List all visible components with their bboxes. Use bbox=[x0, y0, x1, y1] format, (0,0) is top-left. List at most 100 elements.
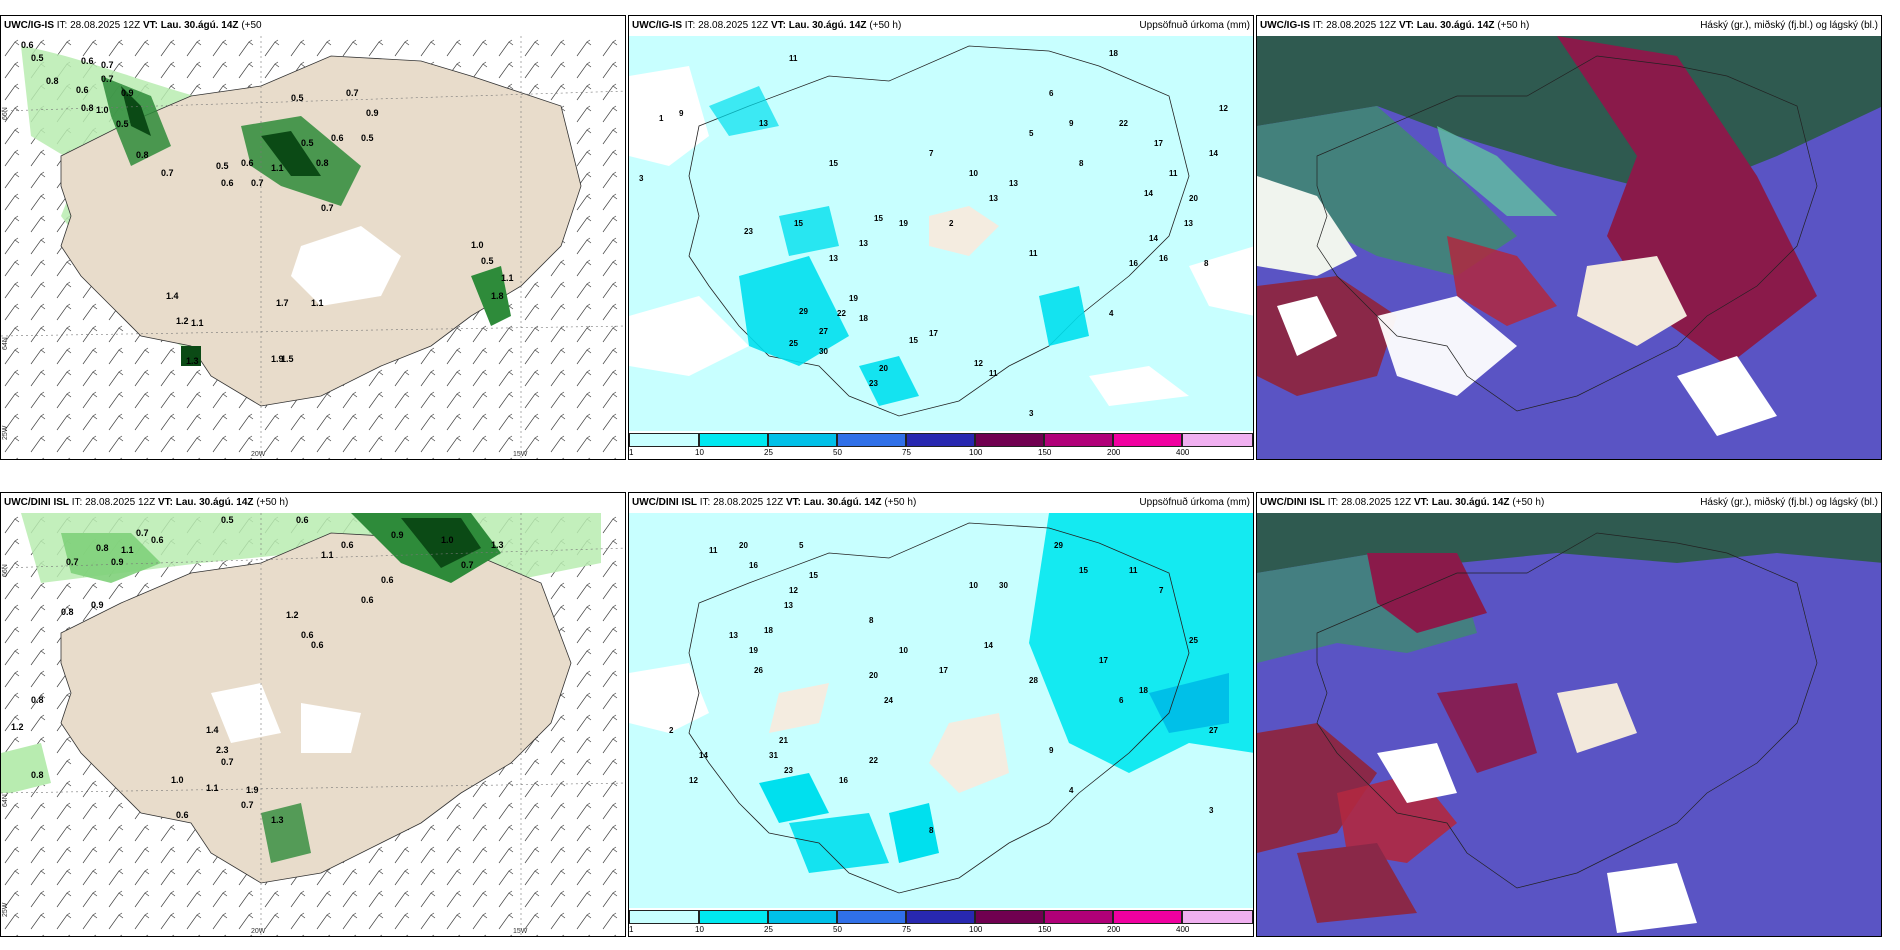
legend-label: 200 bbox=[1107, 925, 1121, 934]
map-value: 22 bbox=[869, 756, 878, 765]
map-value: 1.1 bbox=[191, 318, 204, 328]
map-value: 18 bbox=[859, 314, 868, 323]
init-time: IT: 28.08.2025 12Z bbox=[69, 497, 158, 508]
map-value: 1.2 bbox=[286, 610, 299, 620]
map-panel-bottom-right: UWC/DINI ISL IT: 28.08.2025 12Z VT: Lau.… bbox=[1256, 492, 1882, 937]
lat-label-64n: 64N bbox=[2, 794, 9, 807]
model-name: UWC/DINI ISL bbox=[1260, 497, 1325, 508]
init-time: IT: 28.08.2025 12Z bbox=[54, 20, 143, 31]
legend-swatch bbox=[975, 433, 1044, 447]
map-value: 9 bbox=[1049, 746, 1054, 755]
legend-swatch bbox=[1182, 910, 1253, 924]
map-value: 1.7 bbox=[276, 298, 289, 308]
valid-time: VT: Lau. 30.ágú. 14Z bbox=[157, 497, 254, 508]
map-value: 27 bbox=[819, 327, 828, 336]
legend-swatch bbox=[768, 910, 837, 924]
map-value: 0.8 bbox=[96, 543, 109, 553]
map-value: 22 bbox=[1119, 119, 1128, 128]
lead-time: (+50 h) bbox=[1509, 497, 1545, 508]
legend-label: 400 bbox=[1176, 448, 1190, 457]
legend-label: 150 bbox=[1038, 925, 1052, 934]
map-value: 13 bbox=[729, 631, 738, 640]
map-value: 12 bbox=[974, 359, 983, 368]
legend-swatch bbox=[629, 433, 699, 447]
map-value: 0.6 bbox=[151, 535, 164, 545]
map-value: 0.5 bbox=[116, 119, 129, 129]
map-value: 16 bbox=[1159, 254, 1168, 263]
map-panel-top-middle: UWC/IG-IS IT: 28.08.2025 12Z VT: Lau. 30… bbox=[628, 15, 1254, 460]
map-value: 0.6 bbox=[341, 540, 354, 550]
valid-time: VT: Lau. 30.ágú. 14Z bbox=[1413, 497, 1510, 508]
map-value: 12 bbox=[789, 586, 798, 595]
init-time: IT: 28.08.2025 12Z bbox=[1310, 20, 1399, 31]
field-title: Uppsöfnuð úrkoma (mm) bbox=[1139, 20, 1250, 31]
map-value: 3 bbox=[1209, 806, 1214, 815]
map-value: 21 bbox=[779, 736, 788, 745]
legend-label: 400 bbox=[1176, 925, 1190, 934]
map-value: 11 bbox=[1129, 566, 1138, 575]
map-panel-top-left: UWC/IG-IS IT: 28.08.2025 12Z VT: Lau. 30… bbox=[0, 15, 626, 460]
map-value: 20 bbox=[869, 671, 878, 680]
map-value: 0.7 bbox=[161, 168, 174, 178]
map-value: 15 bbox=[794, 219, 803, 228]
map-value: 17 bbox=[1154, 139, 1163, 148]
map-value: 14 bbox=[984, 641, 993, 650]
map-value: 1.8 bbox=[491, 291, 504, 301]
map-value: 1.1 bbox=[501, 273, 514, 283]
map-value: 15 bbox=[829, 159, 838, 168]
legend-swatch bbox=[1182, 433, 1253, 447]
map-value: 0.7 bbox=[136, 528, 149, 538]
map-value: 6 bbox=[1049, 89, 1054, 98]
map-value: 1 bbox=[659, 114, 664, 123]
map-value: 3 bbox=[639, 174, 644, 183]
legend-label: 50 bbox=[833, 448, 842, 457]
panel-header: UWC/IG-IS IT: 28.08.2025 12Z VT: Lau. 30… bbox=[629, 16, 1253, 36]
panel-header: UWC/IG-IS IT: 28.08.2025 12Z VT: Lau. 30… bbox=[1257, 16, 1881, 36]
legend-label: 75 bbox=[902, 925, 911, 934]
lead-time: (+50 bbox=[238, 20, 262, 31]
map-value: 19 bbox=[749, 646, 758, 655]
map-value: 1.2 bbox=[11, 722, 24, 732]
map-value: 0.8 bbox=[31, 770, 44, 780]
map-value: 1.0 bbox=[471, 240, 484, 250]
lead-time: (+50 h) bbox=[866, 20, 902, 31]
valid-time: VT: Lau. 30.ágú. 14Z bbox=[785, 497, 882, 508]
map-value: 1.1 bbox=[311, 298, 324, 308]
legend-label: 1 bbox=[629, 448, 634, 457]
map-value: 1.1 bbox=[271, 163, 284, 173]
map-value: 7 bbox=[929, 149, 934, 158]
map-value: 0.7 bbox=[346, 88, 359, 98]
map-value: 1.3 bbox=[271, 815, 284, 825]
map-value: 0.7 bbox=[101, 60, 114, 70]
valid-time: VT: Lau. 30.ágú. 14Z bbox=[770, 20, 867, 31]
map-value: 0.6 bbox=[331, 133, 344, 143]
lon-label-20w: 20W bbox=[251, 928, 266, 935]
legend-swatch bbox=[1113, 910, 1182, 924]
lon-label-25w: 25W bbox=[2, 902, 9, 917]
lat-label-66n: 66N bbox=[2, 107, 9, 120]
map-value: 0.6 bbox=[76, 85, 89, 95]
legend-label: 25 bbox=[764, 448, 773, 457]
map-value: 7 bbox=[1159, 586, 1164, 595]
map-value: 12 bbox=[689, 776, 698, 785]
map-value: 1.1 bbox=[321, 550, 334, 560]
map-value: 3 bbox=[1029, 409, 1034, 418]
panel-header: UWC/DINI ISL IT: 28.08.2025 12Z VT: Lau.… bbox=[1257, 493, 1881, 513]
map-value: 14 bbox=[1144, 189, 1153, 198]
map-value: 10 bbox=[969, 581, 978, 590]
map-value: 1.1 bbox=[121, 545, 134, 555]
legend-swatch bbox=[629, 910, 699, 924]
map-value: 15 bbox=[874, 214, 883, 223]
map-value: 25 bbox=[789, 339, 798, 348]
map-value: 1.4 bbox=[206, 725, 219, 735]
map-value: 13 bbox=[784, 601, 793, 610]
map-value: 0.6 bbox=[381, 575, 394, 585]
lon-label-25w: 25W bbox=[2, 425, 9, 440]
map-value: 0.9 bbox=[111, 557, 124, 567]
map-value: 18 bbox=[1139, 686, 1148, 695]
map-value: 0.9 bbox=[91, 600, 104, 610]
legend-label: 100 bbox=[969, 448, 983, 457]
model-name: UWC/IG-IS bbox=[1260, 20, 1310, 31]
init-time: IT: 28.08.2025 12Z bbox=[697, 497, 786, 508]
map-value: 14 bbox=[699, 751, 708, 760]
